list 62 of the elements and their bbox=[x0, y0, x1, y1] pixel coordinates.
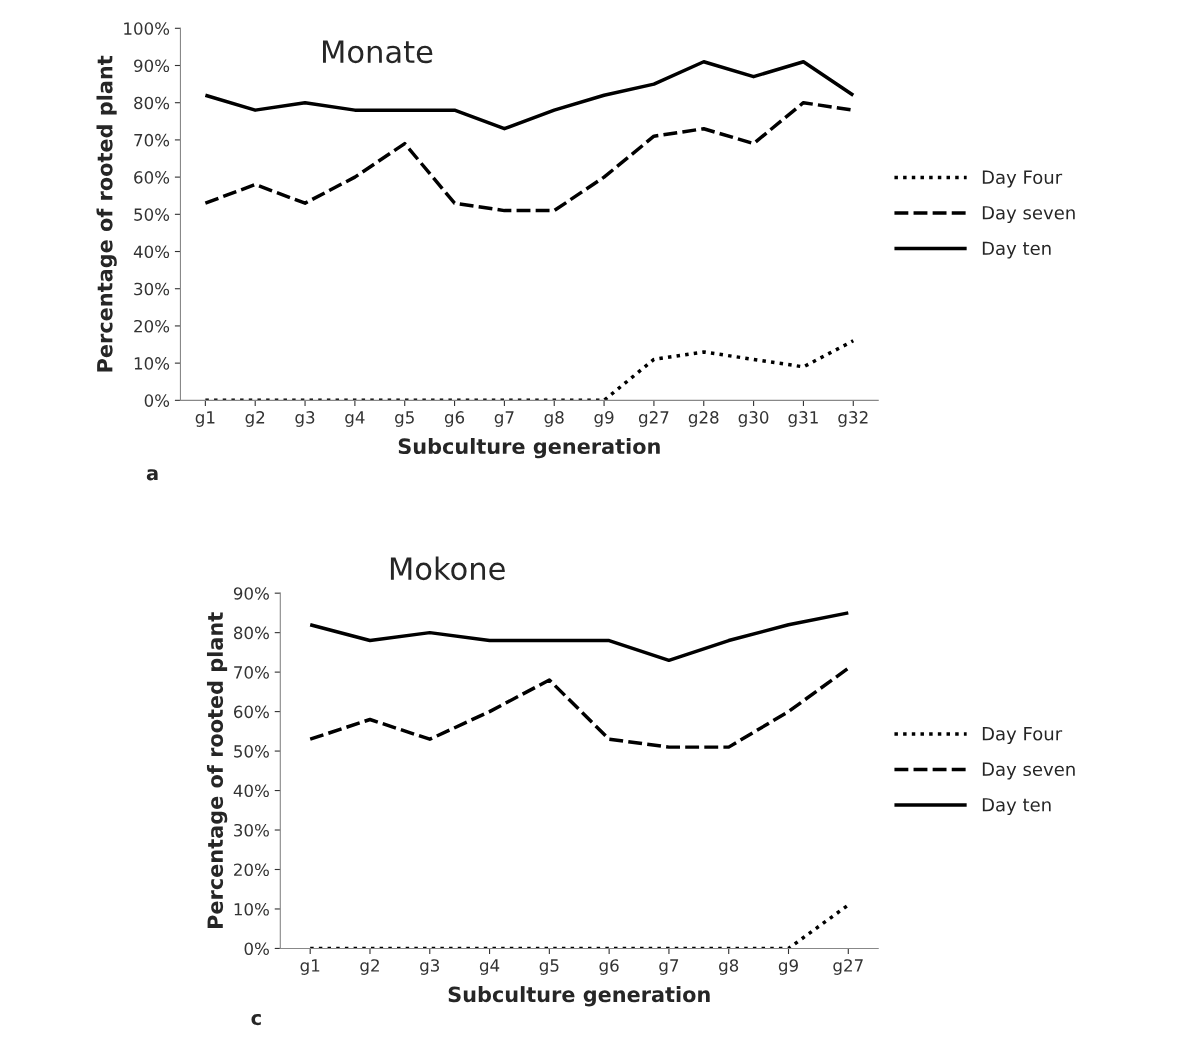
chart-title: Mokone bbox=[390, 556, 505, 581]
line-series bbox=[308, 611, 851, 663]
legend-label: Day ten bbox=[982, 241, 1051, 259]
y-tick-label: 90% bbox=[233, 587, 269, 600]
x-tick-label: g28 bbox=[688, 411, 719, 427]
y-tick-label: 80% bbox=[134, 96, 170, 110]
x-tick-label: g30 bbox=[738, 411, 769, 427]
legend-label: Day seven bbox=[982, 206, 1075, 224]
y-tick-label: 60% bbox=[234, 705, 269, 719]
chart-title: Monate bbox=[323, 40, 433, 64]
y-tick-label: 100% bbox=[124, 22, 170, 35]
y-tick-label: 40% bbox=[233, 784, 269, 798]
x-tick-label: g2 bbox=[360, 959, 379, 975]
y-tick-label: 40% bbox=[133, 245, 170, 259]
y-tick-label: 0% bbox=[144, 394, 170, 407]
y-axis-title: Percentage of rooted plant bbox=[206, 612, 228, 928]
y-tick-label: 70% bbox=[234, 666, 269, 679]
y-tick-label: 10% bbox=[234, 902, 269, 916]
y-axis-title: Percentage of rooted plant bbox=[96, 55, 117, 372]
text: a bbox=[146, 469, 158, 481]
x-tick-label: g4 bbox=[479, 959, 500, 975]
y-tick-label: 30% bbox=[234, 823, 269, 837]
x-tick-label: g1 bbox=[195, 411, 215, 427]
x-tick-label: g2 bbox=[245, 411, 265, 427]
y-tick-label: 60% bbox=[134, 171, 170, 184]
legend-label: Day seven bbox=[982, 762, 1075, 780]
legend-label: Day Four bbox=[982, 170, 1063, 188]
x-tick-label: g32 bbox=[838, 411, 868, 427]
y-tick-label: 50% bbox=[134, 208, 170, 221]
x-tick-label: g31 bbox=[788, 411, 818, 427]
x-tick-label: g9 bbox=[594, 411, 614, 427]
y-tick-label: 50% bbox=[234, 745, 269, 758]
x-tick-label: g1 bbox=[300, 959, 320, 975]
y-tick-label: 20% bbox=[134, 319, 170, 333]
x-tick-label: g8 bbox=[544, 411, 564, 427]
y-tick-label: 0% bbox=[244, 942, 269, 956]
x-tick-label: g6 bbox=[599, 959, 619, 975]
x-tick-label: g7 bbox=[659, 959, 679, 975]
x-axis-title: Subculture generation bbox=[448, 986, 710, 1007]
x-tick-label: g7 bbox=[494, 411, 514, 427]
legend-label: Day ten bbox=[982, 798, 1051, 816]
y-tick-label: 70% bbox=[134, 133, 170, 147]
x-tick-label: g9 bbox=[778, 959, 798, 975]
y-tick-label: 80% bbox=[233, 626, 269, 640]
x-tick-label: g3 bbox=[295, 411, 315, 427]
text: c bbox=[251, 1013, 261, 1026]
x-tick-label: g5 bbox=[395, 411, 414, 427]
x-tick-label: g6 bbox=[444, 411, 465, 427]
legend-label: Day Four bbox=[982, 727, 1063, 745]
y-tick-label: 10% bbox=[134, 357, 170, 370]
x-tick-label: g8 bbox=[719, 959, 739, 975]
x-tick-label: g3 bbox=[420, 959, 440, 975]
x-tick-label: g5 bbox=[539, 959, 559, 975]
x-tick-label: g27 bbox=[638, 411, 669, 427]
x-axis-title: Subculture generation bbox=[398, 437, 660, 459]
line-series bbox=[308, 666, 851, 749]
y-tick-label: 30% bbox=[134, 282, 170, 296]
x-tick-label: g27 bbox=[833, 959, 863, 975]
line-series bbox=[203, 339, 856, 401]
x-tick-label: g4 bbox=[345, 411, 365, 427]
y-tick-label: 20% bbox=[234, 863, 269, 877]
y-tick-label: 90% bbox=[134, 59, 170, 73]
